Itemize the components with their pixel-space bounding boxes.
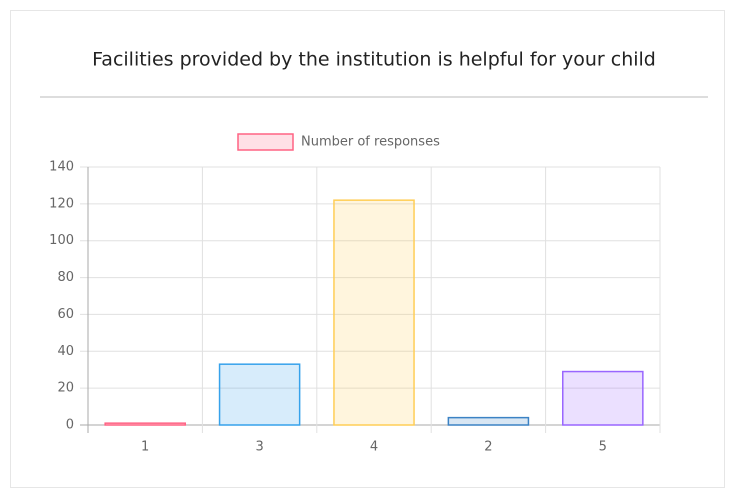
y-tick-label: 0 xyxy=(66,418,74,433)
y-tick-label: 100 xyxy=(49,233,74,248)
bar xyxy=(562,370,644,426)
bar xyxy=(333,199,415,426)
y-tick-label: 140 xyxy=(49,160,74,175)
y-tick-label: 20 xyxy=(57,381,74,396)
legend-swatch xyxy=(237,133,294,151)
bar xyxy=(218,363,301,426)
x-tick-label: 4 xyxy=(370,440,378,455)
bar xyxy=(447,416,530,426)
y-tick-label: 80 xyxy=(57,270,74,285)
chart-title: Facilities provided by the institution i… xyxy=(92,49,656,71)
y-tick-label: 120 xyxy=(49,196,74,211)
y-tick-label: 40 xyxy=(57,344,74,359)
x-tick-label: 5 xyxy=(599,440,607,455)
x-tick-label: 1 xyxy=(141,440,149,455)
card xyxy=(10,10,725,488)
x-tick-label: 3 xyxy=(255,440,263,455)
y-tick-label: 60 xyxy=(57,307,74,322)
legend-label: Number of responses xyxy=(301,135,440,150)
bar xyxy=(104,422,186,426)
x-tick-label: 2 xyxy=(484,440,492,455)
